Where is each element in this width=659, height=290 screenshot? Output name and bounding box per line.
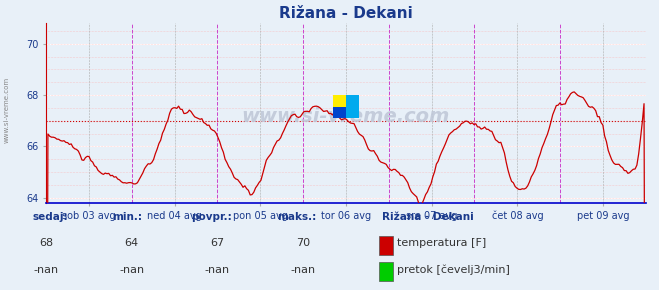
Text: 70: 70	[296, 238, 310, 249]
Bar	[346, 95, 358, 118]
Text: -nan: -nan	[119, 264, 144, 275]
Text: 64: 64	[125, 238, 139, 249]
Text: sedaj:: sedaj:	[33, 212, 69, 222]
Text: 67: 67	[210, 238, 225, 249]
Text: min.:: min.:	[112, 212, 142, 222]
Text: temperatura [F]: temperatura [F]	[397, 238, 486, 249]
Title: Rižana - Dekani: Rižana - Dekani	[279, 6, 413, 21]
Text: maks.:: maks.:	[277, 212, 316, 222]
Text: 68: 68	[39, 238, 53, 249]
Text: povpr.:: povpr.:	[191, 212, 232, 222]
Text: Rižana - Dekani: Rižana - Dekani	[382, 212, 474, 222]
Text: -nan: -nan	[34, 264, 59, 275]
Bar	[333, 107, 346, 118]
Text: pretok [čevelj3/min]: pretok [čevelj3/min]	[397, 264, 510, 275]
Bar	[333, 95, 346, 107]
Text: www.si-vreme.com: www.si-vreme.com	[3, 77, 9, 143]
Text: -nan: -nan	[291, 264, 316, 275]
Text: -nan: -nan	[205, 264, 230, 275]
Text: www.si-vreme.com: www.si-vreme.com	[242, 107, 450, 126]
